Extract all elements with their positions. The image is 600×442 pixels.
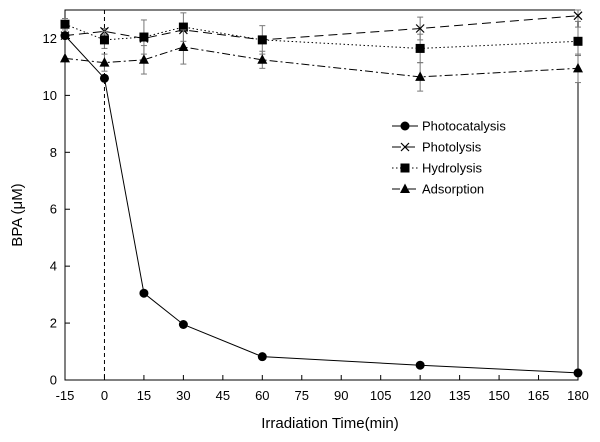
x-tick-label: 135: [449, 388, 471, 403]
y-tick-label: 2: [50, 316, 57, 331]
x-tick-label: 30: [176, 388, 190, 403]
y-tick-label: 10: [43, 88, 57, 103]
data-point: [138, 54, 149, 64]
data-point: [415, 43, 425, 53]
data-point: [573, 368, 583, 378]
x-tick-label: 90: [334, 388, 348, 403]
legend-item-adsorption: Adsorption: [392, 182, 484, 197]
legend-label: Photolysis: [422, 140, 482, 155]
series-hydrolysis: [60, 12, 583, 64]
series-adsorption: [60, 29, 583, 92]
series-photocatalysis: [60, 31, 583, 378]
plot-frame: [64, 9, 579, 381]
legend-marker: [400, 163, 410, 173]
y-tick-label: 8: [50, 145, 57, 160]
legend-marker: [400, 142, 410, 152]
data-point: [257, 35, 267, 45]
legend-marker: [400, 183, 410, 193]
series-line: [64, 35, 579, 374]
x-tick-label: -15: [56, 388, 75, 403]
data-point: [178, 41, 189, 51]
x-tick-label: 120: [409, 388, 431, 403]
x-tick-label: 150: [488, 388, 510, 403]
data-point: [60, 31, 70, 41]
marker-stroke: [60, 31, 70, 41]
data-point: [257, 352, 267, 362]
legend: Photocatalysis Photolysis Hydrolysis Adsorp…: [392, 119, 506, 197]
y-tick-label: 12: [43, 31, 57, 46]
legend-label: Adsorption: [422, 182, 484, 197]
x-tick-label: 60: [255, 388, 269, 403]
marker-stroke: [400, 142, 410, 152]
data-point: [415, 24, 425, 33]
marker-stroke: [573, 11, 583, 21]
data-point: [178, 22, 188, 32]
x-tick-label: 45: [216, 388, 230, 403]
x-tick-label: 15: [137, 388, 151, 403]
plot-area: [64, 9, 579, 381]
y-tick-label: 0: [50, 373, 57, 388]
legend-label: Hydrolysis: [422, 161, 482, 176]
marker-stroke: [415, 24, 425, 33]
data-point: [99, 57, 110, 67]
data-point: [257, 54, 268, 64]
data-point: [99, 35, 109, 45]
x-tick-label: 0: [101, 388, 108, 403]
x-tick-label: 165: [528, 388, 550, 403]
data-point: [60, 19, 70, 29]
data-point: [60, 52, 70, 63]
y-tick-label: 4: [50, 259, 57, 274]
data-point: [178, 320, 188, 329]
legend-label: Photocatalysis: [422, 119, 506, 134]
data-point: [139, 32, 149, 42]
data-point: [573, 11, 583, 21]
x-tick-label: 75: [295, 388, 309, 403]
series-group: [60, 9, 583, 378]
legend-item-photolysis: Photolysis: [392, 140, 482, 155]
legend-item-photocatalysis: Photocatalysis: [392, 119, 506, 134]
data-point: [573, 36, 583, 46]
y-tick-label: 6: [50, 202, 57, 217]
legend-marker: [400, 121, 410, 131]
y-axis-title: BPA (μM): [9, 183, 26, 246]
data-point: [99, 73, 109, 83]
x-axis-title: Irradiation Time(min): [261, 415, 399, 432]
data-point: [415, 71, 426, 81]
series-photolysis: [60, 9, 583, 45]
x-tick-label: 180: [567, 388, 589, 403]
legend-item-hydrolysis: Hydrolysis: [392, 161, 482, 176]
data-point: [139, 288, 149, 298]
x-tick-label: 105: [370, 388, 392, 403]
data-point: [415, 360, 425, 370]
data-point: [573, 62, 583, 73]
